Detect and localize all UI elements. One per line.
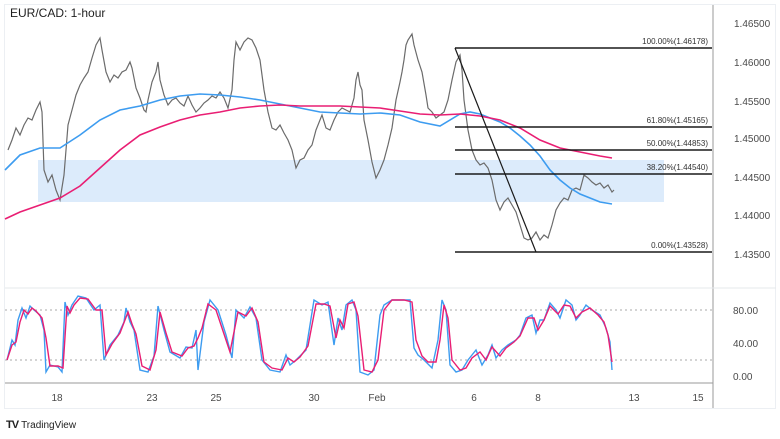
- price-label: 1.44500: [734, 173, 771, 184]
- price-label: 1.43500: [734, 250, 771, 261]
- time-label: 13: [628, 393, 640, 404]
- tradingview-brand[interactable]: TV TradingView: [6, 419, 76, 431]
- time-label: 6: [471, 393, 477, 404]
- chart-frame: [4, 4, 776, 409]
- tradingview-logo-icon: TV: [6, 419, 19, 431]
- time-label: Feb: [368, 393, 386, 404]
- oscillator-label: 40.00: [733, 339, 758, 350]
- time-label: 15: [692, 393, 704, 404]
- time-label: 18: [51, 393, 63, 404]
- time-axis[interactable]: 18 23 25 30 Feb 6 8 13 15: [51, 393, 704, 404]
- fib-label-50: 50.00%(1.44853): [647, 139, 709, 148]
- price-label: 1.46500: [734, 19, 771, 30]
- fib-label-100: 100.00%(1.46178): [642, 37, 708, 46]
- chart-title: EUR/CAD: 1-hour: [10, 6, 106, 20]
- time-label: 8: [535, 393, 541, 404]
- price-candles: [7, 32, 615, 242]
- fibonacci-levels: 100.00%(1.46178) 61.80%(1.45165) 50.00%(…: [455, 37, 712, 253]
- time-label: 30: [308, 393, 320, 404]
- fib-label-382: 38.20%(1.44540): [647, 163, 709, 172]
- support-zone: [38, 160, 664, 202]
- oscillator-axis[interactable]: 80.00 40.00 0.00: [733, 306, 758, 383]
- price-label: 1.46000: [734, 58, 771, 69]
- time-label: 23: [146, 393, 158, 404]
- oscillator-label: 80.00: [733, 306, 758, 317]
- time-label: 25: [210, 393, 222, 404]
- fast-ma-line: [4, 93, 613, 205]
- fib-label-0: 0.00%(1.43528): [651, 241, 708, 250]
- fib-label-618: 61.80%(1.45165): [647, 116, 709, 125]
- oscillator-label: 0.00: [733, 372, 753, 383]
- brand-name: TradingView: [21, 419, 77, 431]
- oscillator-d-line: [6, 297, 613, 373]
- price-axis[interactable]: 1.46500 1.46000 1.45500 1.45000 1.44500 …: [734, 19, 771, 261]
- price-label: 1.45000: [734, 134, 771, 145]
- price-label: 1.44000: [734, 211, 771, 222]
- price-label: 1.45500: [734, 97, 771, 108]
